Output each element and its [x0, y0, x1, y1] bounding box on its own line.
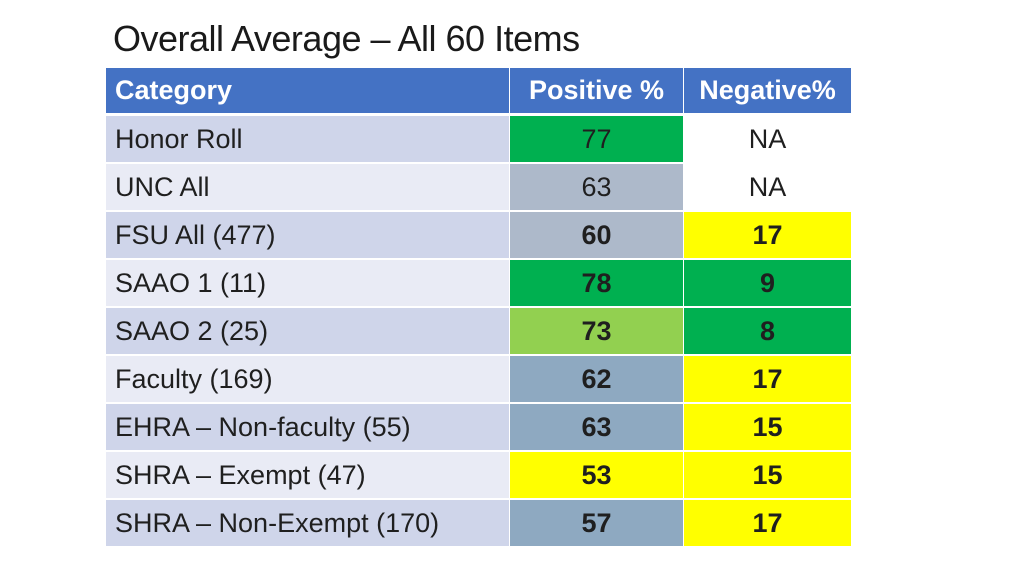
positive-cell: 57 — [509, 498, 684, 547]
table-row: SHRA – Exempt (47) 53 15 — [105, 450, 852, 500]
table-row: EHRA – Non-faculty (55) 63 15 — [105, 402, 852, 452]
category-cell: SAAO 1 (11) — [105, 258, 510, 308]
table-row: Faculty (169) 62 17 — [105, 354, 852, 404]
positive-cell: 60 — [509, 210, 684, 260]
negative-cell: 9 — [683, 258, 852, 308]
category-cell: EHRA – Non-faculty (55) — [105, 402, 510, 452]
negative-cell: 17 — [683, 354, 852, 404]
category-cell: FSU All (477) — [105, 210, 510, 260]
header-negative: Negative% — [683, 68, 852, 116]
negative-cell: 17 — [683, 210, 852, 260]
table-row: Honor Roll 77 NA — [105, 113, 852, 164]
negative-cell: 15 — [683, 402, 852, 452]
header-positive: Positive % — [509, 68, 684, 116]
positive-cell: 78 — [509, 258, 684, 308]
category-cell: Faculty (169) — [105, 354, 510, 404]
header-category: Category — [105, 68, 510, 116]
negative-cell: 17 — [683, 498, 852, 547]
category-cell: Honor Roll — [105, 113, 510, 164]
table-row: SHRA – Non-Exempt (170) 57 17 — [105, 498, 852, 547]
category-cell: SAAO 2 (25) — [105, 306, 510, 356]
table-row: SAAO 1 (11) 78 9 — [105, 258, 852, 308]
table-row: SAAO 2 (25) 73 8 — [105, 306, 852, 356]
negative-cell: 15 — [683, 450, 852, 500]
negative-cell: NA — [683, 113, 852, 164]
results-table: Category Positive % Negative% Honor Roll… — [105, 68, 852, 547]
positive-cell: 62 — [509, 354, 684, 404]
table-row: UNC All 63 NA — [105, 162, 852, 212]
positive-cell: 63 — [509, 402, 684, 452]
page-title: Overall Average – All 60 Items — [113, 18, 580, 59]
negative-cell: NA — [683, 162, 852, 212]
category-cell: SHRA – Exempt (47) — [105, 450, 510, 500]
table-row: FSU All (477) 60 17 — [105, 210, 852, 260]
positive-cell: 53 — [509, 450, 684, 500]
positive-cell: 63 — [509, 162, 684, 212]
positive-cell: 77 — [509, 113, 684, 164]
category-cell: UNC All — [105, 162, 510, 212]
table-header-row: Category Positive % Negative% — [105, 68, 852, 116]
category-cell: SHRA – Non-Exempt (170) — [105, 498, 510, 547]
negative-cell: 8 — [683, 306, 852, 356]
positive-cell: 73 — [509, 306, 684, 356]
